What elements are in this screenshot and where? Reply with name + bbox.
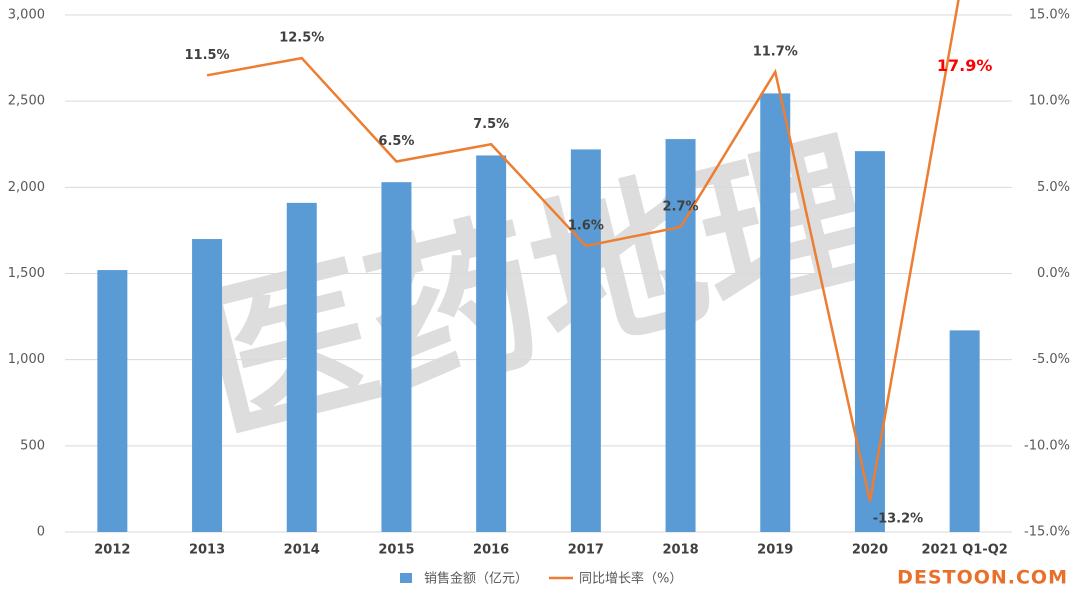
x-tick-label: 2014 [284, 543, 320, 558]
bar [854, 151, 885, 533]
x-tick-label: 2018 [662, 543, 698, 558]
data-label: 6.5% [378, 134, 414, 149]
line [206, 0, 960, 502]
y2-tick-label: -15.0% [1024, 525, 1070, 540]
y2-tick-label: -5.0% [1032, 352, 1070, 367]
data-label: 7.5% [473, 117, 509, 132]
y2-tick-label: 0.0% [1037, 266, 1070, 281]
y2-tick-label: 10.0% [1029, 94, 1070, 109]
legend-swatch [400, 573, 412, 583]
plot-area [97, 0, 980, 533]
y-tick-label: 3,000 [8, 8, 45, 23]
bar [381, 182, 412, 532]
y-tick-label: 2,000 [8, 180, 45, 195]
y-tick-label: 500 [20, 438, 45, 453]
data-label: 11.5% [184, 48, 229, 63]
data-label: 17.9% [937, 56, 993, 75]
y-tick-label: 1,000 [8, 352, 45, 367]
data-label: 11.7% [753, 44, 798, 59]
bar [949, 330, 980, 532]
bar [192, 239, 223, 533]
x-tick-label: 2012 [94, 543, 130, 558]
y2-tick-label: 15.0% [1029, 8, 1070, 23]
bar [570, 149, 601, 533]
y-tick-label: 1,500 [8, 266, 45, 281]
x-tick-label: 2013 [189, 543, 225, 558]
y-tick-label: 0 [37, 525, 45, 540]
data-label: 1.6% [568, 218, 604, 233]
y2-tick-label: 5.0% [1037, 180, 1070, 195]
x-tick-label: 2019 [757, 543, 793, 558]
legend-label: 同比增长率（%） [579, 571, 682, 587]
bar [665, 139, 696, 532]
x-tick-label: 2015 [378, 543, 414, 558]
x-tick-label: 2017 [568, 543, 604, 558]
y-tick-label: 2,500 [8, 94, 45, 109]
x-tick-label: 2021 Q1-Q2 [922, 543, 1008, 558]
bar [760, 93, 791, 532]
data-label: -13.2% [873, 511, 924, 526]
brand: DESTOON.COM [897, 567, 1068, 589]
data-label: 12.5% [279, 31, 324, 46]
bar [286, 202, 317, 533]
data-label: 2.7% [663, 199, 699, 214]
x-tick-label: 2020 [852, 543, 888, 558]
bar [97, 270, 128, 532]
bar [476, 155, 507, 532]
legend-label: 销售金额（亿元） [424, 571, 528, 587]
x-tick-label: 2016 [473, 543, 509, 558]
y2-tick-label: -10.0% [1024, 438, 1070, 453]
